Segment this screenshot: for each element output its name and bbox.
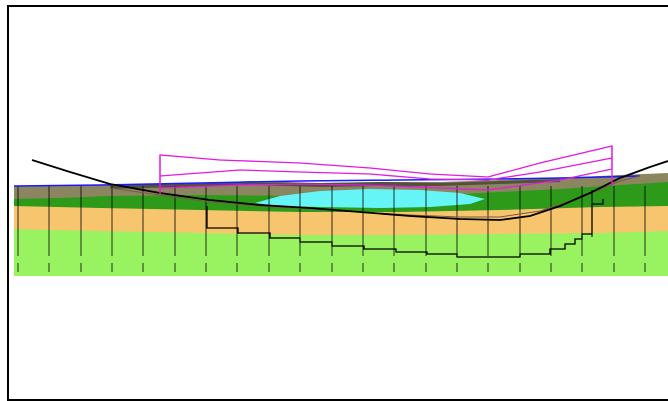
stratum-water-lens <box>255 189 485 208</box>
envelope-lower <box>159 157 613 181</box>
excavation-outline <box>206 199 604 258</box>
alignment-curve <box>31 159 668 221</box>
stratum-lower-green <box>14 226 668 276</box>
station-lines <box>17 186 646 272</box>
